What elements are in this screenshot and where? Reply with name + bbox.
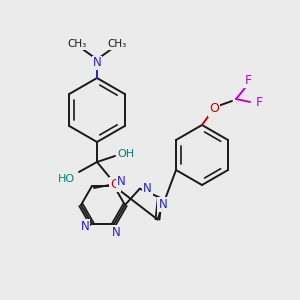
Text: F: F (244, 74, 252, 86)
Text: N: N (143, 182, 152, 195)
Text: HO: HO (57, 174, 75, 184)
Text: OH: OH (117, 149, 135, 159)
Text: F: F (255, 97, 262, 110)
Text: CH₃: CH₃ (107, 39, 127, 49)
Text: N: N (158, 198, 167, 211)
Text: O: O (209, 103, 219, 116)
Text: O: O (110, 178, 120, 190)
Text: N: N (112, 226, 120, 238)
Text: N: N (117, 176, 125, 188)
Text: CH₃: CH₃ (68, 39, 87, 49)
Text: N: N (81, 220, 89, 232)
Text: N: N (93, 56, 101, 70)
